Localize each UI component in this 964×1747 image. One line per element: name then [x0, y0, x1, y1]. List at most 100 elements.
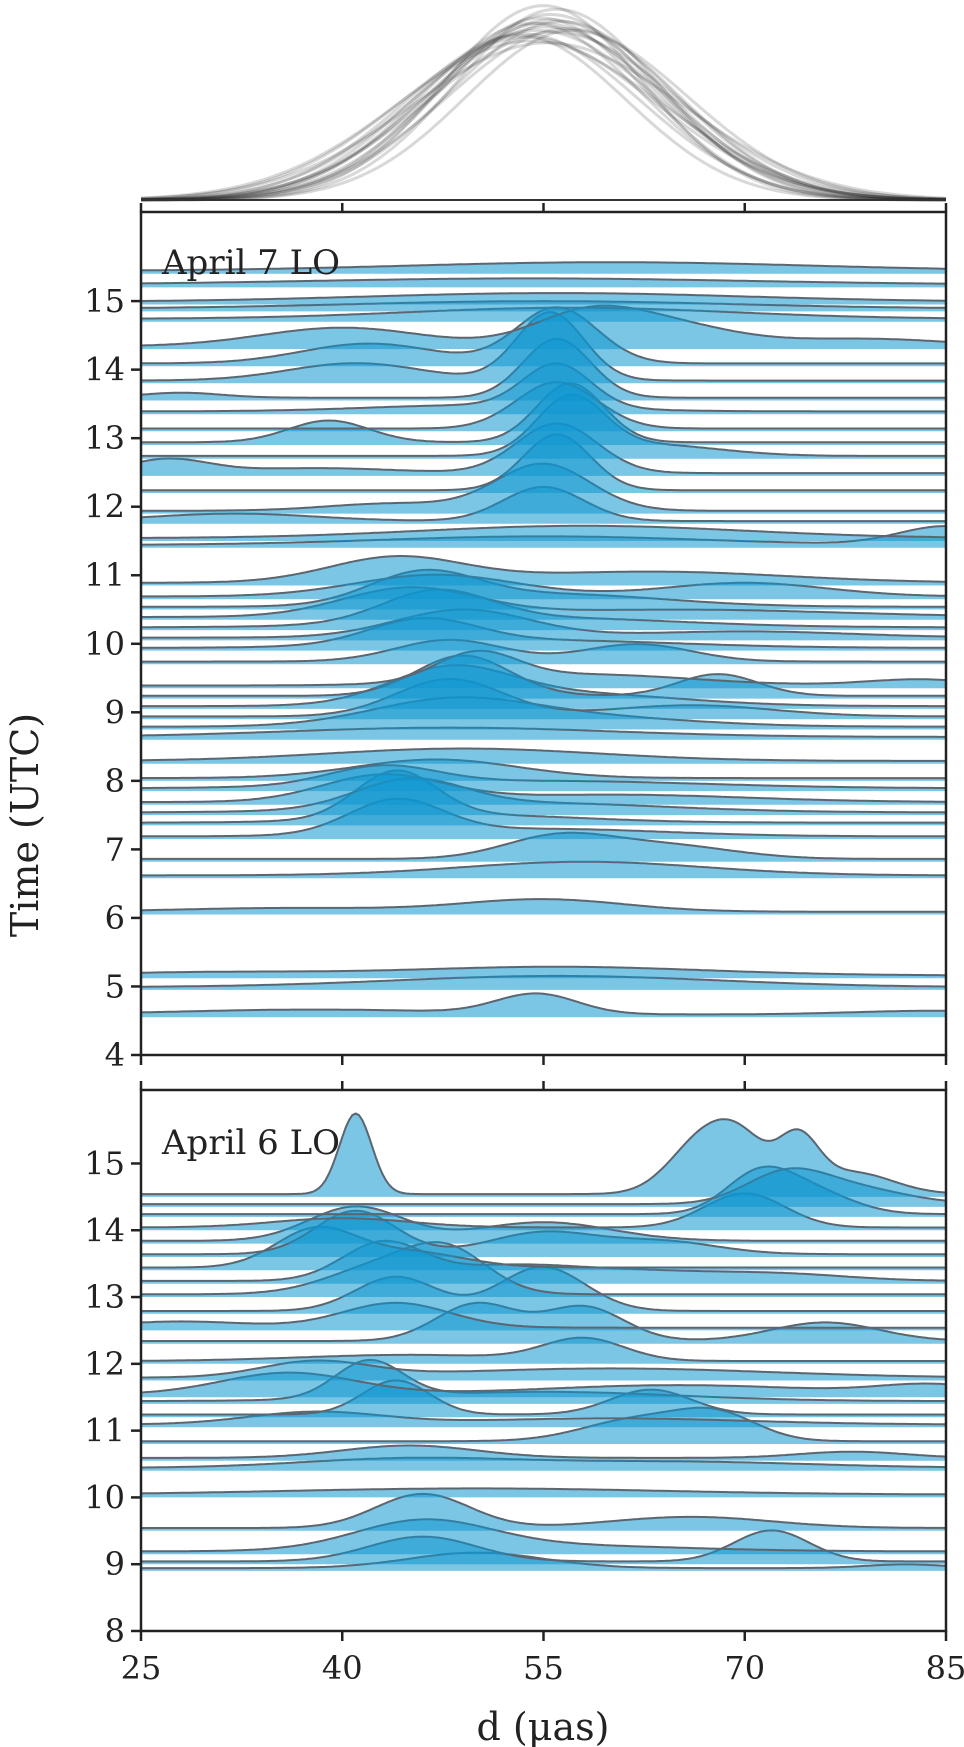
april-6-y-tick-label: 10 [84, 1478, 125, 1516]
april-6-ridge-area [141, 1302, 946, 1344]
april-7-ticks: 4 5 6 7 8 9 10 11 12 13 14 15 [84, 203, 948, 1074]
april-6-ridge [141, 1359, 946, 1381]
april-7-ridge-area [141, 798, 946, 840]
april-7-ridge-area [141, 832, 946, 862]
april-7-ridge-area [141, 650, 946, 689]
april-7-ridge [141, 860, 946, 879]
april-6-ridge-curve [141, 1192, 946, 1229]
april-6-ridge [141, 1406, 946, 1444]
april-7-ridge-area [141, 301, 946, 312]
april-7-ridge-area [141, 569, 946, 610]
marginal-curve [141, 4, 946, 202]
april-6-ridge-area [141, 1337, 946, 1364]
april-7-ridge-curve [141, 898, 946, 913]
april-6-y-tick-label: 12 [84, 1345, 125, 1383]
april-7-y-tick-label: 5 [105, 967, 125, 1005]
april-7-ridge-curve [141, 992, 946, 1016]
april-7-ridge-curve [141, 555, 946, 584]
april-6-ridge-curve [141, 1359, 946, 1379]
april-7-ridge [141, 573, 946, 600]
april-7-ridge-area [141, 759, 946, 781]
april-7-y-tick-label: 10 [84, 625, 125, 663]
marginal-curve [140, 30, 947, 201]
x-axis-title: d (μas) [477, 1705, 610, 1747]
y-axis-title: Time (UTC) [3, 713, 47, 937]
april-7-ridge [141, 292, 946, 305]
april-6-ridge [141, 1301, 946, 1331]
april-7-ridge-area [141, 679, 946, 720]
marginal-curve [140, 39, 947, 201]
april-6-ridge-curve [141, 1301, 946, 1329]
marginal-curve [140, 41, 947, 200]
april-7-y-tick-label: 9 [105, 693, 125, 731]
april-7-y-tick-label: 14 [84, 351, 125, 389]
april-7-ridge-curve [141, 769, 946, 824]
marginal-curve [141, 28, 947, 202]
april-6-ridge-curve [141, 1379, 946, 1416]
april-6-ridges [141, 1112, 946, 1571]
april-7-ridge-curve [141, 758, 946, 780]
marginal-curve [140, 18, 946, 202]
april-6-y-tick-label: 8 [105, 1612, 125, 1650]
april-6-ridge-curve [141, 1225, 946, 1269]
april-6-ridge-curve [141, 1406, 946, 1443]
marginal-curve [141, 21, 946, 202]
april-7-ridge-curve [141, 524, 946, 539]
april-6-ridge-curve [141, 1205, 946, 1242]
april-6-x-tick-label: 70 [724, 1649, 765, 1687]
april-6-x-tick-label: 85 [926, 1649, 964, 1687]
april-6-panel: 25 40 55 70 85 8 9 10 11 12 13 14 15 April 6 LO [84, 1081, 964, 1687]
april-6-y-tick-label: 14 [84, 1211, 125, 1249]
april-7-ridge-curve [141, 292, 946, 302]
april-6-ridge-area [141, 1168, 946, 1207]
april-6-ridge-area [141, 1530, 946, 1565]
april-7-ridge [141, 992, 946, 1018]
april-7-title: April 7 LO [161, 243, 340, 283]
april-6-ridge [141, 1239, 946, 1284]
april-7-y-tick-label: 6 [105, 899, 125, 937]
marginal-curve [141, 16, 946, 202]
april-6-y-tick-label: 15 [84, 1144, 125, 1182]
april-7-y-tick-label: 15 [84, 282, 125, 320]
april-7-ridge-curve [141, 773, 946, 803]
april-6-ridge-curve [141, 1492, 946, 1529]
april-7-ridge-curve [141, 747, 946, 762]
april-7-ridge-area [141, 525, 946, 541]
april-6-ridge-area [141, 1380, 946, 1418]
april-7-ridge [141, 747, 946, 764]
april-7-ridge-area [141, 262, 946, 274]
april-6-ticks: 25 40 55 70 85 8 9 10 11 12 13 14 15 [84, 1081, 964, 1687]
april-7-ridge-area [141, 975, 946, 990]
april-7-ridge-curve [141, 261, 946, 272]
april-6-ridge [141, 1379, 946, 1418]
april-7-ridge-area [141, 293, 946, 305]
april-7-ridge [141, 524, 946, 541]
april-7-y-tick-label: 7 [105, 830, 125, 868]
april-7-ridge-area [141, 305, 946, 350]
marginal-curve [140, 19, 946, 202]
april-6-ridge [141, 1492, 946, 1531]
april-6-ridge [141, 1487, 946, 1498]
april-7-ridge-curve [141, 649, 946, 687]
april-6-x-tick-label: 25 [121, 1649, 162, 1687]
april-7-ridge [141, 555, 946, 586]
april-7-ridge [141, 797, 946, 840]
april-7-ridge-area [141, 556, 946, 586]
april-7-ridge-curve [141, 965, 946, 977]
april-7-y-tick-label: 13 [84, 419, 125, 457]
april-7-ridge-area [141, 307, 946, 322]
april-7-ridge-curve [141, 860, 946, 877]
april-6-x-tick-label: 40 [322, 1649, 363, 1687]
april-7-ridge [141, 638, 946, 665]
april-6-ridge-area [141, 1519, 946, 1555]
april-7-y-tick-label: 12 [84, 488, 125, 526]
marginal-curve [140, 21, 947, 202]
april-7-y-tick-label: 11 [84, 556, 125, 594]
april-7-ridge-area [141, 993, 946, 1018]
april-6-title: April 6 LO [161, 1123, 340, 1163]
april-6-ridge [141, 1112, 946, 1197]
april-7-ridge-curve [141, 573, 946, 598]
april-6-y-tick-label: 13 [84, 1278, 125, 1316]
april-7-ridge [141, 649, 946, 689]
